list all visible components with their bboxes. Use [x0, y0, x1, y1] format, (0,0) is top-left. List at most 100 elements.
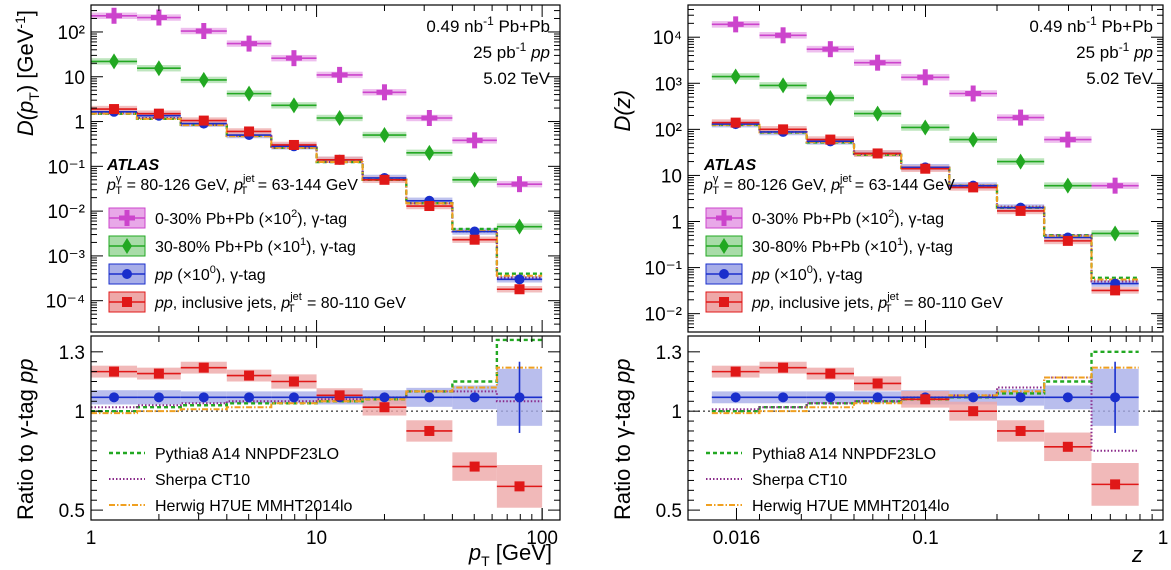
leg-part: , inclusive jets,: [770, 295, 878, 312]
plus-marker: [1065, 131, 1071, 148]
circle-marker: [379, 392, 390, 403]
leg-p: p: [280, 295, 290, 312]
energy-label: 5.02 TeV: [1086, 69, 1153, 88]
ratio-y-axis-title: Ratio to γ-tag pp: [13, 359, 38, 520]
leg-part: = 80-110 GeV: [303, 295, 407, 312]
plus-marker: [426, 109, 432, 126]
plus-marker: [201, 23, 207, 40]
pbpb3080-legend-label: 30-80% Pb+Pb (×101), γ-tag: [752, 236, 953, 256]
ratio-label-text: Ratio to γ-tag: [13, 383, 38, 520]
x-tick-label: 10: [306, 528, 327, 549]
y-title-sub: T: [26, 92, 42, 101]
selection-label: pγ T = 80-126 GeV, pjet T = 63-144 GeV: [703, 173, 955, 197]
pbpb3080-legend-label: 30-80% Pb+Pb (×101), γ-tag: [155, 236, 356, 256]
selection-part: T: [115, 185, 122, 197]
herwig-curve: [711, 123, 1139, 281]
leg-sup: 2: [291, 208, 297, 220]
selection-part: T: [241, 185, 248, 197]
lumi-rest: pp: [526, 43, 550, 62]
selection-part: = 80-126 GeV,: [719, 177, 831, 194]
pythia-legend-label: Pythia8 A14 NNPDF23LO: [752, 446, 936, 463]
lumi-rest: pp: [1129, 43, 1153, 62]
lumi-num: 25 pb: [473, 43, 516, 62]
y-tick-label: 10⁻³: [48, 247, 86, 268]
leg-sup: jet: [886, 291, 899, 303]
lumi-num: 0.49 nb: [426, 17, 483, 36]
circle-marker: [153, 392, 164, 403]
selection-part: γ: [713, 173, 719, 185]
selection-part: p: [106, 177, 116, 194]
plus-marker: [381, 84, 387, 101]
leg-sup: jet: [289, 291, 302, 303]
selection-part: γ: [116, 173, 122, 185]
circle-marker: [1062, 392, 1073, 403]
ratio-y-tick-label: 0.5: [59, 501, 85, 522]
square-marker: [379, 402, 390, 413]
y-tick-label: 1: [671, 213, 682, 234]
herwig-ratio-curve: [91, 366, 543, 415]
plus-marker: [1018, 109, 1024, 126]
lumi-sup: -1: [483, 14, 494, 28]
ratio-y-tick-label: 0.5: [656, 501, 682, 522]
diamond-marker: [244, 85, 255, 102]
plus-marker: [780, 27, 786, 44]
diamond-marker: [920, 119, 931, 136]
herwig-legend-label: Herwig H7UE MMHT2014lo: [752, 498, 949, 515]
y-axis-title: D(pT) [GeV-1]: [12, 10, 42, 136]
y-tick-label: 10: [661, 166, 682, 187]
leg-part: , inclusive jets,: [173, 295, 281, 312]
square-marker: [288, 139, 299, 150]
square-marker: [198, 115, 209, 126]
y-tick-label: 10⁻¹: [48, 157, 86, 178]
top-plot-area: [91, 7, 543, 295]
selection-part: jet: [839, 173, 852, 185]
ratio-y-tick-label: 1: [74, 402, 85, 423]
selection-part: = 63-144 GeV: [850, 177, 955, 194]
square-marker: [825, 368, 836, 379]
plus-marker: [517, 176, 523, 193]
leg-part: ), γ-tag: [306, 239, 356, 256]
x-axis-title-sub: T: [481, 553, 490, 569]
ratio-label-pp: pp: [13, 359, 38, 384]
selection-part: = 80-126 GeV,: [122, 177, 234, 194]
leg-part: 30-80% Pb+Pb (×10: [155, 239, 300, 256]
plus-marker: [337, 66, 343, 83]
plus-marker: [875, 54, 881, 71]
y-tick-label: 10²: [655, 120, 682, 141]
square-marker: [968, 182, 979, 193]
circle-marker: [469, 226, 480, 237]
diamond-marker: [968, 131, 979, 148]
square-marker: [109, 366, 120, 377]
y-tick-label: 10²: [58, 23, 85, 44]
pbpb030-legend-label: 0-30% Pb+Pb (×102), γ-tag: [752, 208, 944, 228]
x-tick-label: 0.1: [912, 528, 938, 549]
selection-part: = 63-144 GeV: [253, 177, 358, 194]
selection-part: p: [830, 177, 840, 194]
leg-sup: 0: [807, 264, 813, 276]
square-marker: [920, 163, 931, 174]
square-marker: [334, 390, 345, 401]
square-marker: [920, 394, 931, 405]
diamond-marker: [872, 105, 883, 122]
x-tick-label: 1: [86, 528, 97, 549]
leg-part: 0-30% Pb+Pb (×10: [752, 211, 888, 228]
square-marker: [872, 378, 883, 389]
selection-part: p: [703, 177, 713, 194]
leg-part: (×10: [770, 267, 807, 284]
lumi-rest: Pb+Pb: [494, 17, 550, 36]
ratio-frame: [90, 335, 561, 521]
y-tick-label: 10⁻²: [48, 202, 86, 223]
diamond-marker: [825, 89, 836, 106]
leg-pp: pp: [154, 295, 173, 312]
circle-marker: [288, 392, 299, 403]
diamond-marker: [288, 97, 299, 114]
square-marker: [288, 376, 299, 387]
leg-sup: 1: [300, 236, 306, 248]
leg-sup: 1: [897, 236, 903, 248]
x-tick-label: 100: [526, 528, 558, 549]
plus-marker: [721, 210, 727, 226]
x-axis-title-p: p: [468, 540, 481, 565]
circle-marker: [778, 392, 789, 403]
leg-part: (×10: [173, 267, 210, 284]
lumi-rest: Pb+Pb: [1097, 17, 1153, 36]
